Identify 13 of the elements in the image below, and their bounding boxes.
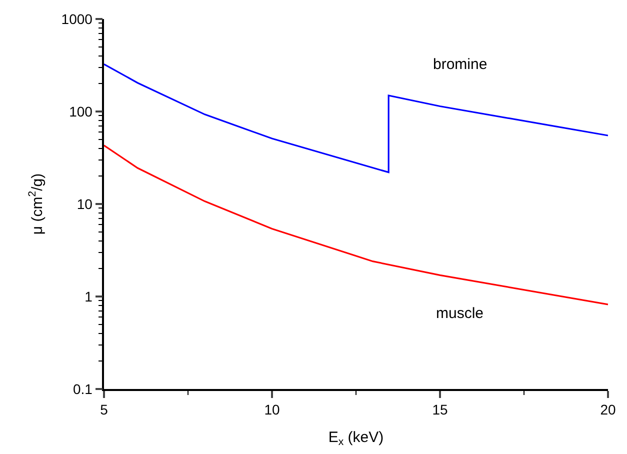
y-tick-label: 0.1 <box>72 380 93 397</box>
text: bromine <box>433 56 488 73</box>
y-tick-label: 1 <box>84 288 93 304</box>
line-series <box>104 144 608 306</box>
x-axis-title: E$_{x}$ (keV) <box>328 429 384 448</box>
x-tick-label: 20 <box>600 402 616 418</box>
x-tick-label: 10 <box>264 402 280 418</box>
y-tick-label: 100 <box>69 103 93 120</box>
y-tick-label: 10 <box>76 196 93 212</box>
series-label: muscle <box>436 305 484 322</box>
y-tick-label: 1000 <box>61 10 93 27</box>
x-tick-label: 5 <box>100 402 108 418</box>
x-tick-label: 15 <box>432 402 448 418</box>
